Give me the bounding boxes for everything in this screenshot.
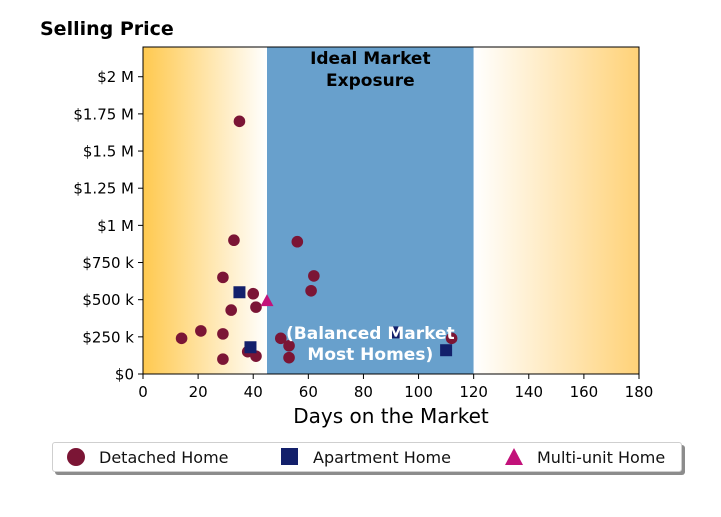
legend-marker-triangle-icon bbox=[503, 446, 525, 468]
legend-label: Detached Home bbox=[99, 447, 229, 467]
region-label-top-line: Exposure bbox=[326, 71, 415, 91]
regions-layer bbox=[143, 47, 639, 374]
y-tick-label: $1.5 M bbox=[83, 143, 134, 161]
y-tick-label: $750 k bbox=[82, 254, 134, 272]
detached-home-point bbox=[250, 350, 262, 362]
plot-frame bbox=[142, 46, 640, 375]
legend-item-multi-unit-home: Multi-unit Home bbox=[503, 446, 665, 468]
region-label-top-line: Ideal Market bbox=[310, 49, 431, 69]
x-tick-label: 80 bbox=[354, 383, 373, 401]
chart-title: Selling Price bbox=[40, 18, 174, 40]
multi-unit-home-point bbox=[260, 294, 274, 307]
detached-home-point bbox=[195, 325, 207, 337]
detached-home-point bbox=[217, 353, 229, 365]
apartment-home-point bbox=[440, 344, 453, 357]
detached-home-point bbox=[283, 351, 295, 364]
x-axis-label: Days on the Market bbox=[293, 404, 489, 428]
region-left bbox=[143, 47, 267, 374]
y-tick-label: $250 k bbox=[82, 328, 134, 346]
x-tick-label: 180 bbox=[625, 383, 654, 401]
detached-home-point bbox=[445, 332, 458, 345]
detached-home-point bbox=[233, 115, 246, 128]
region-label-bottom-line: Most Homes) bbox=[307, 345, 433, 365]
detached-home-point bbox=[175, 332, 188, 345]
region-right bbox=[473, 47, 639, 374]
x-tick-label: 100 bbox=[404, 383, 433, 401]
apartment-home-point bbox=[244, 341, 257, 354]
points-layer bbox=[175, 115, 458, 365]
y-tick-label: $500 k bbox=[82, 291, 134, 309]
detached-home-point bbox=[291, 235, 304, 248]
x-tick-label: 0 bbox=[138, 383, 148, 401]
legend-item-detached-home: Detached Home bbox=[65, 446, 229, 468]
region-ideal-market bbox=[267, 47, 474, 374]
y-tick-label: $1 M bbox=[97, 217, 134, 235]
detached-home-point bbox=[305, 284, 317, 297]
legend-item-apartment-home: Apartment Home bbox=[279, 446, 451, 468]
detached-home-point bbox=[250, 301, 262, 313]
detached-home-point bbox=[308, 270, 320, 282]
detached-home-point bbox=[225, 304, 237, 316]
axes-layer: 0 20 40 60 80 100 120 140 160 180 $0 $250 k $500 k $7… bbox=[73, 68, 653, 401]
y-tick-label: $1.75 M bbox=[73, 105, 134, 123]
legend-label: Apartment Home bbox=[313, 447, 451, 467]
x-tick-label: 20 bbox=[189, 383, 208, 401]
detached-home-point bbox=[228, 234, 240, 247]
apartment-home-point bbox=[233, 286, 246, 299]
legend: Detached Home Apartment Home Multi-unit Ho… bbox=[52, 442, 682, 472]
detached-home-point bbox=[274, 332, 287, 345]
detached-home-point bbox=[247, 287, 260, 300]
legend-label: Multi-unit Home bbox=[537, 447, 666, 467]
detached-home-point bbox=[217, 271, 229, 284]
x-tick-label: 160 bbox=[570, 383, 599, 401]
x-tick-label: 120 bbox=[459, 383, 488, 401]
y-tick-label: $1.25 M bbox=[73, 180, 134, 198]
x-tick-label: 60 bbox=[299, 383, 318, 401]
legend-marker-square-icon bbox=[279, 446, 301, 468]
region-label-bottom-line: (Balanced Market bbox=[286, 324, 455, 344]
y-tick-label: $0 bbox=[115, 366, 134, 384]
y-tick-label: $2 M bbox=[97, 68, 134, 86]
legend-marker-circle-icon bbox=[65, 446, 87, 468]
apartment-home-point bbox=[390, 326, 403, 339]
detached-home-point bbox=[217, 328, 229, 340]
x-tick-label: 140 bbox=[514, 383, 543, 401]
x-tick-label: 40 bbox=[244, 383, 263, 401]
detached-home-point bbox=[283, 339, 295, 352]
